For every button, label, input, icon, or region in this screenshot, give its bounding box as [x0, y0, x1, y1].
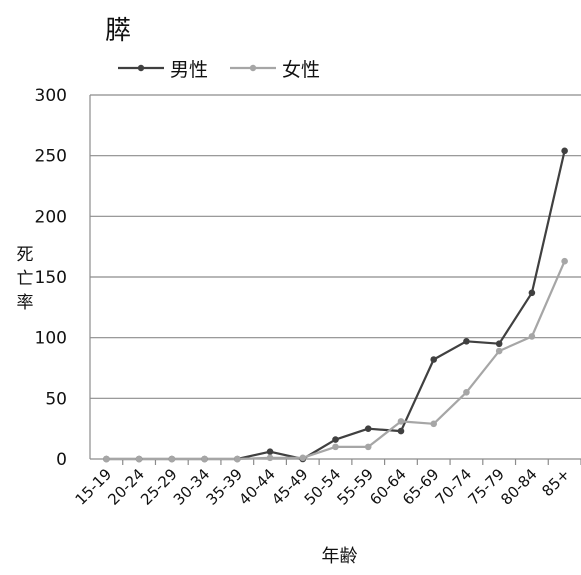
data-point-0	[561, 147, 568, 155]
x-tick-label: 25-29	[137, 465, 181, 509]
y-axis-label: 死亡率	[14, 243, 36, 315]
legend-swatch-male	[118, 64, 164, 72]
legend-item-female: 女性	[230, 55, 320, 82]
gridlines	[90, 94, 581, 399]
data-point-0	[266, 448, 274, 456]
legend-label-female: 女性	[282, 58, 321, 81]
data-point-0	[495, 340, 503, 348]
x-tick-label: 40-44	[235, 465, 279, 509]
legend-label-male: 男性	[170, 58, 209, 81]
x-tick-label: 65-69	[399, 465, 443, 509]
y-tick-labels: 0 50 100 150 200 250 300	[35, 86, 67, 470]
data-point-0	[528, 289, 536, 297]
y-tick-label: 100	[35, 329, 67, 349]
data-point-1	[528, 333, 536, 340]
data-point-1	[201, 455, 208, 463]
x-tick-label: 15-19	[72, 465, 116, 509]
legend-swatch-female	[230, 64, 277, 72]
data-point-1	[397, 418, 405, 425]
data-point-1	[332, 443, 339, 451]
x-tick-label: 70-74	[432, 465, 476, 509]
series-line-0	[106, 150, 566, 461]
legend: 男性 女性	[118, 55, 342, 82]
series-line-1	[106, 260, 566, 461]
x-tick-label: 45-49	[268, 465, 312, 509]
y-axis-label-char: 亡	[16, 269, 34, 289]
data-point-1	[561, 257, 568, 265]
data-point-1	[266, 454, 274, 462]
x-tick-label: 50-54	[301, 465, 345, 509]
data-point-0	[430, 356, 438, 363]
x-tick-label: 80-84	[497, 465, 541, 509]
data-point-1	[495, 347, 503, 355]
x-tick-label: 60-64	[366, 465, 410, 509]
y-axis-label-char: 率	[16, 293, 34, 313]
y-tick-label: 50	[45, 389, 67, 409]
x-tick-label: 85+	[538, 465, 573, 500]
x-tick-label: 35-39	[203, 465, 247, 509]
y-axis-label-char: 死	[16, 245, 34, 265]
series-group	[103, 147, 568, 463]
y-tick-label: 150	[35, 268, 67, 288]
x-tick-labels: 15-1920-2425-2930-3435-3940-4445-4950-54…	[72, 465, 574, 509]
y-tick-label: 250	[35, 147, 67, 167]
y-tick-label: 300	[35, 86, 67, 106]
data-point-1	[463, 388, 470, 396]
data-point-1	[299, 454, 307, 462]
data-point-1	[364, 443, 372, 451]
axes	[89, 95, 581, 465]
x-axis-label: 年齢	[321, 546, 358, 567]
data-point-0	[364, 425, 372, 432]
data-point-1	[168, 455, 176, 463]
x-tick-label: 75-79	[464, 465, 508, 509]
y-tick-label: 200	[35, 207, 67, 227]
x-tick-label: 30-34	[170, 465, 214, 509]
data-point-0	[332, 436, 339, 443]
chart-title: 膵	[105, 16, 132, 46]
data-point-0	[397, 427, 405, 435]
legend-item-male: 男性	[118, 55, 208, 82]
data-point-1	[234, 455, 241, 463]
x-tick-label: 20-24	[104, 465, 148, 509]
data-point-1	[103, 455, 110, 463]
x-tick-label: 55-59	[334, 465, 378, 509]
data-point-1	[135, 455, 143, 463]
data-point-1	[430, 420, 438, 428]
data-point-0	[463, 338, 470, 345]
y-tick-label: 0	[56, 450, 67, 470]
